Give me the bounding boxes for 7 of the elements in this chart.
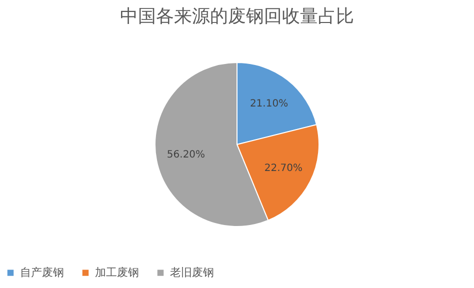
legend-label: 加工废钢 [95,266,139,279]
data-label: 21.10% [250,98,288,110]
data-label: 22.70% [264,162,302,174]
data-label: 56.20% [166,150,206,161]
legend-label: 自产废钢 [20,266,64,279]
legend-label: 老旧废钢 [170,266,214,279]
chart-title: 中国各来源的废钢回收量占比 [120,6,354,27]
